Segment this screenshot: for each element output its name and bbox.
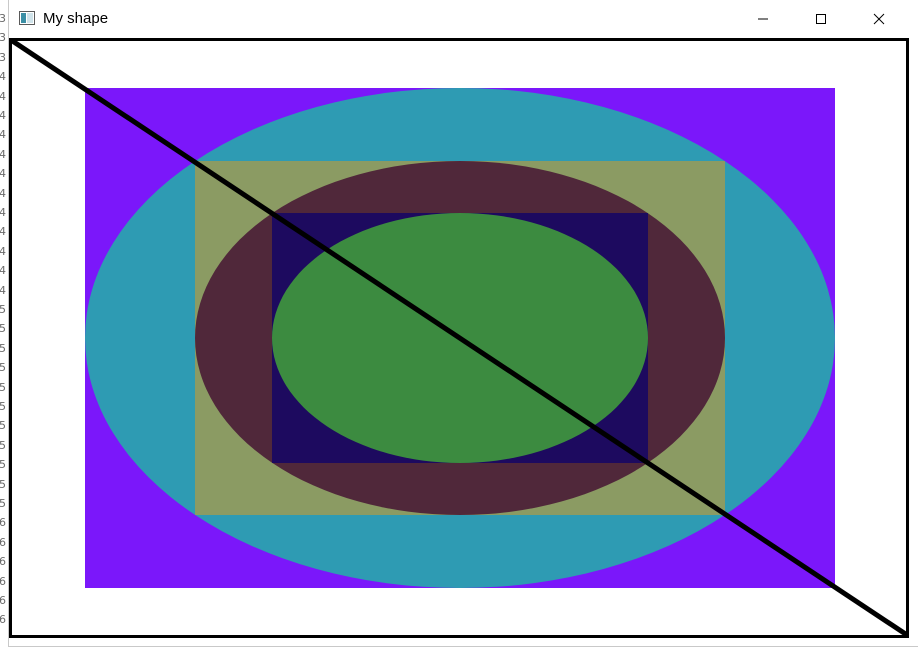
gutter-line-number: 4 [0, 70, 6, 84]
gutter-line-number: 5 [0, 361, 6, 375]
maximize-icon [815, 13, 827, 25]
gutter-line-number: 5 [0, 303, 6, 316]
gutter-line-number: 4 [0, 167, 6, 181]
gutter-line-number: 4 [0, 283, 6, 297]
gutter-line-number: 5 [0, 477, 6, 491]
gutter-line-number: 4 [0, 186, 6, 200]
gutter-line-number: 4 [0, 128, 6, 142]
gutter-line-number: 6 [0, 574, 6, 588]
close-icon [873, 13, 885, 25]
gutter-line-number: 6 [0, 516, 6, 530]
gutter-line-number: 6 [0, 594, 6, 607]
canvas-border [9, 38, 909, 638]
gutter-line-number: 4 [0, 147, 6, 161]
minimize-icon [757, 13, 769, 25]
gutter-line-number: 4 [0, 225, 6, 239]
gutter-line-number: 4 [0, 89, 6, 103]
gutter-line-number: 5 [0, 419, 6, 433]
gutter-line-number: 6 [0, 535, 6, 549]
title-bar[interactable]: My shape [9, 0, 918, 38]
close-button[interactable] [850, 0, 908, 38]
gutter-line-number: 5 [0, 380, 6, 394]
gutter-line-number: 5 [0, 438, 6, 452]
gutter-line-number: 4 [0, 244, 6, 258]
gutter-line-number: 4 [0, 109, 6, 122]
gutter-line-number: 4 [0, 206, 6, 219]
gutter-line-number: 5 [0, 341, 6, 355]
window-title: My shape [43, 10, 109, 27]
gutter-line-number: 5 [0, 497, 6, 510]
gutter-line-number: 3 [0, 12, 6, 25]
app-window: My shape [8, 0, 918, 647]
gutter-line-number: 5 [0, 400, 6, 413]
maximize-button[interactable] [792, 0, 850, 38]
diagonal-line [9, 38, 909, 638]
drawing-canvas[interactable] [9, 38, 918, 639]
minimize-button[interactable] [734, 0, 792, 38]
gutter-line-number: 6 [0, 555, 6, 569]
gutter-line-number: 5 [0, 322, 6, 336]
gutter-line-number: 4 [0, 264, 6, 278]
window-app-icon [19, 11, 35, 25]
shape-drawing [9, 38, 918, 639]
gutter-line-number: 3 [0, 50, 6, 64]
gutter-line-number: 5 [0, 458, 6, 472]
background-editor-gutter: 3 3 3 4 4 4 4 4 4 4 4 4 4 4 4 5 5 5 5 5 5 5 5 5 5 5 6 6 6 6 6 6 [0, 0, 9, 647]
gutter-line-number: 6 [0, 613, 6, 627]
gutter-line-number: 3 [0, 31, 6, 45]
